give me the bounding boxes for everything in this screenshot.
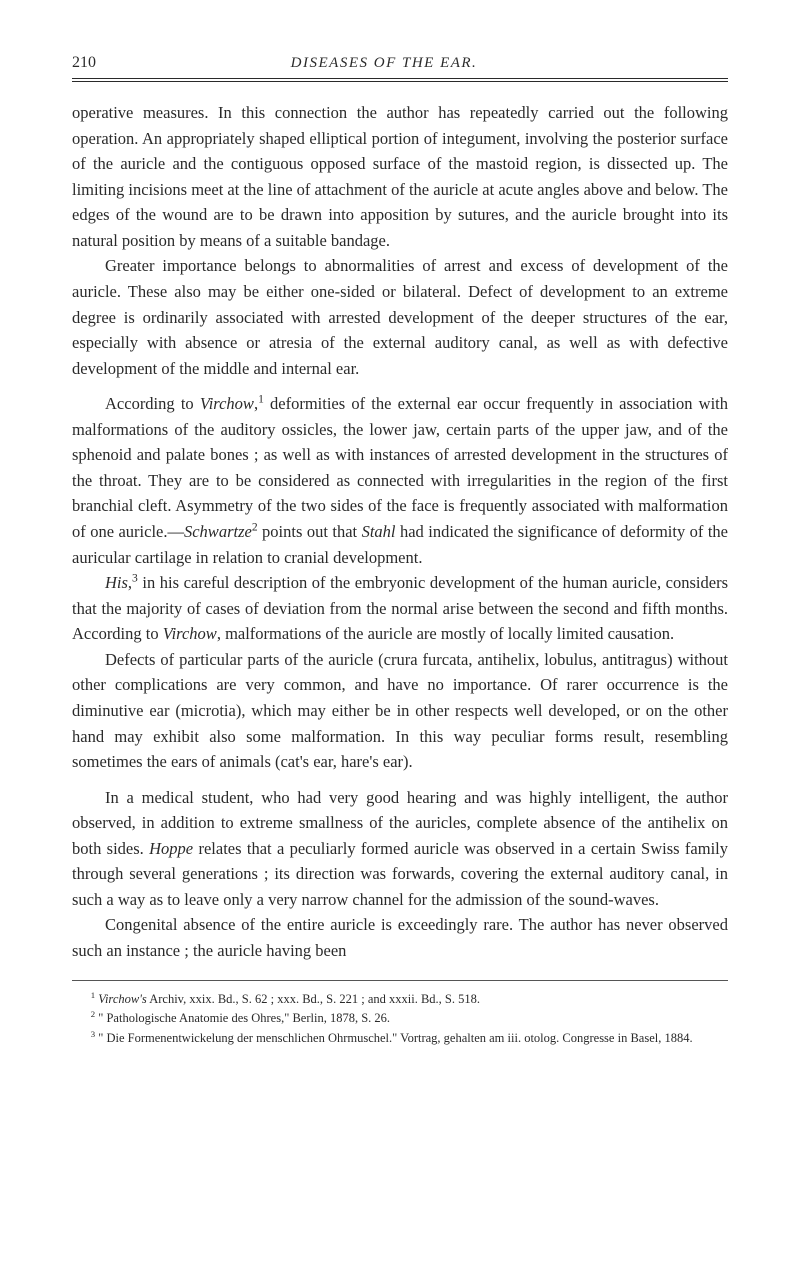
paragraph-1: operative measures. In this connection t… [72, 100, 728, 253]
author-schwartze: Schwartze [184, 522, 252, 541]
text-run: points out that [258, 522, 362, 541]
header-rule-2 [72, 81, 728, 82]
paragraph-2: Greater importance belongs to abnormalit… [72, 253, 728, 381]
small-paragraph-2: His,3 in his careful description of the … [72, 570, 728, 647]
text-run: " Pathologische Anatomie des Ohres," Ber… [95, 1012, 390, 1026]
author-virchow: Virchow [200, 394, 254, 413]
author-hoppe: Hoppe [149, 839, 193, 858]
author-stahl: Stahl [362, 522, 396, 541]
text-run: " Die Formenentwickelung der menschliche… [95, 1032, 692, 1046]
small-paragraph-1: According to Virchow,1 deformities of th… [72, 391, 728, 570]
footnote-3: 3 " Die Formenentwickelung der menschlic… [72, 1028, 728, 1048]
footnote-2: 2 " Pathologische Anatomie des Ohres," B… [72, 1008, 728, 1028]
body-text: operative measures. In this connection t… [72, 100, 728, 964]
footnote-rule [72, 980, 728, 981]
footnotes: 1 Virchow's Archiv, xxix. Bd., S. 62 ; x… [72, 989, 728, 1049]
page-number: 210 [72, 54, 96, 72]
text-run: deformities of the external ear occur fr… [72, 394, 728, 541]
text-run: , malformations of the auricle are mostl… [217, 624, 674, 643]
footnote-1: 1 Virchow's Archiv, xxix. Bd., S. 62 ; x… [72, 989, 728, 1009]
paragraph-3: Defects of particular parts of the auric… [72, 647, 728, 775]
text-run: According to [105, 394, 200, 413]
author-virchow-2: Virchow [163, 624, 217, 643]
header-rule-1 [72, 78, 728, 79]
page-header: 210 DISEASES OF THE EAR. [72, 54, 728, 72]
running-title: DISEASES OF THE EAR. [291, 55, 506, 72]
author-his: His [105, 573, 128, 592]
paragraph-4: Congenital absence of the entire auricle… [72, 912, 728, 963]
small-paragraph-3: In a medical student, who had very good … [72, 785, 728, 913]
footnote-author: Virchow's [98, 992, 147, 1006]
text-run: Archiv, xxix. Bd., S. 62 ; xxx. Bd., S. … [147, 992, 480, 1006]
